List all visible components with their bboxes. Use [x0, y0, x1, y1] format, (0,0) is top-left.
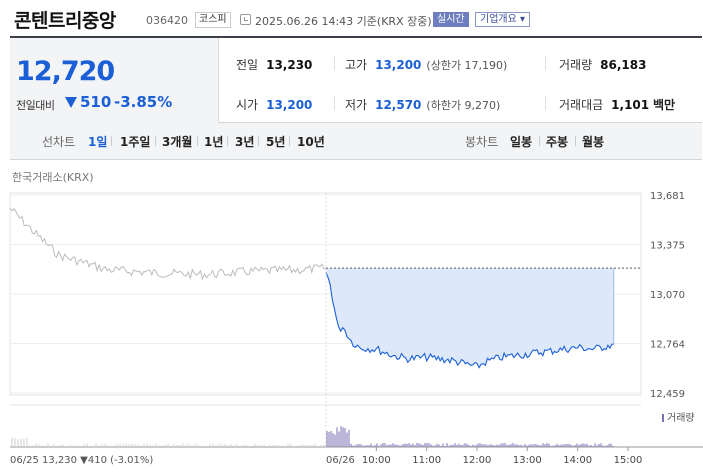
stat-value: 13,200 [375, 58, 422, 72]
tab-monthly[interactable]: 월봉 [582, 135, 605, 149]
tab-5y[interactable]: 5년 [266, 135, 286, 149]
stat-volume: 거래량 86,183 [559, 56, 646, 73]
y-tick-label: 12,459 [650, 389, 685, 400]
stat-high: 고가 13,200 (상한가 17,190) [345, 56, 507, 73]
realtime-button[interactable]: 실시간 [433, 12, 469, 27]
stat-open: 시가 13,200 [236, 96, 312, 113]
stock-name: 콘텐트리중앙 [14, 10, 116, 32]
divider [545, 96, 546, 110]
clock-icon [240, 14, 251, 25]
y-tick-label: 12,764 [650, 340, 685, 351]
stat-value: 86,183 [600, 58, 647, 72]
stat-label: 저가 [345, 98, 368, 112]
divider [334, 56, 335, 70]
y-tick-label: 13,681 [650, 191, 685, 202]
area-fill [326, 268, 614, 368]
stat-amount: 거래대금 1,101 백만 [559, 96, 675, 113]
company-info-dropdown[interactable]: 기업개요 ▾ [475, 12, 530, 27]
chart-grid [9, 192, 642, 396]
stat-label: 시가 [236, 98, 259, 112]
x-axis-ticks: 06/25 13,230 ▼410 (-3.01%) 06/26 10:00 11:0… [10, 193, 642, 466]
stat-value: 1,101 [611, 98, 650, 112]
volume-legend: 거래량 [662, 409, 695, 424]
tab-3y[interactable]: 3년 [235, 135, 255, 149]
prev-day-series [9, 207, 327, 281]
volume-swatch [662, 414, 664, 422]
tab-1w[interactable]: 1주일 [120, 135, 151, 149]
volume-bars [10, 404, 703, 448]
chart-source: 한국거래소(KRX) [12, 171, 94, 184]
stat-label: 고가 [345, 58, 368, 72]
x-tick-label: 14:00 [563, 455, 592, 466]
x-tick-label: 12:00 [463, 455, 492, 466]
y-axis-ticks: 13,681 13,375 13,070 12,764 12,459 [650, 191, 685, 400]
change-label: 전일대비 [16, 99, 55, 112]
x-tick-label: 13:00 [513, 455, 542, 466]
stock-header: 콘텐트리중앙 036420 코스피 2025.06.26 14:43 기준(KR… [0, 0, 703, 36]
current-price: 12,720 [16, 56, 115, 87]
prev-day-label: 06/25 13,230 ▼410 (-3.01%) [10, 455, 153, 466]
tab-separator [197, 136, 198, 146]
current-price-box: 12,720 전일대비 510 -3.85% [10, 38, 219, 123]
divider [545, 56, 546, 70]
tab-separator [227, 136, 228, 146]
x-tick-label: 11:00 [412, 455, 441, 466]
tab-separator [111, 136, 112, 146]
tab-1y[interactable]: 1년 [204, 135, 224, 149]
stat-label: 거래대금 [559, 98, 604, 112]
x-tick-label: 10:00 [362, 455, 391, 466]
plot-frame [9, 192, 642, 396]
tab-separator [289, 136, 290, 146]
stat-prev-close: 전일 13,230 [236, 56, 312, 73]
stock-code: 036420 [146, 14, 188, 27]
stat-value: 12,570 [375, 98, 422, 112]
stat-label: 전일 [236, 58, 259, 72]
price-summary: 12,720 전일대비 510 -3.85% 전일 13,230 고가 13,200… [10, 36, 702, 123]
stat-unit: 백만 [652, 98, 676, 112]
down-triangle-icon [65, 97, 77, 108]
tab-separator [575, 136, 576, 146]
y-tick-label: 13,070 [650, 290, 685, 301]
today-series [325, 272, 614, 369]
line-chart-label: 선차트 [42, 135, 76, 149]
stat-value: 13,230 [266, 58, 313, 72]
x-tick-label: 15:00 [614, 455, 643, 466]
change-value: 510 [80, 93, 112, 111]
tab-daily[interactable]: 일봉 [510, 135, 533, 149]
upper-limit: (상한가 17,190) [426, 59, 508, 72]
change-rate: -3.85% [114, 93, 173, 111]
tab-separator [539, 136, 540, 146]
timestamp: 2025.06.26 14:43 기준(KRX 장중) [255, 15, 432, 28]
tab-separator [258, 136, 259, 146]
tab-3m[interactable]: 3개월 [162, 135, 193, 149]
series-line-today [325, 272, 614, 369]
y-tick-label: 13,375 [650, 241, 685, 252]
chart-period-tabs: 선차트 1일 1주일 3개월 1년 3년 5년 10년 봉차트 일봉 주봉 월봉 [10, 123, 702, 160]
stat-low: 저가 12,570 (하한가 9,270) [345, 96, 500, 113]
divider [334, 96, 335, 110]
day-label: 06/26 [326, 455, 355, 466]
today-area [326, 268, 615, 368]
tab-separator [155, 136, 156, 146]
tab-weekly[interactable]: 주봉 [546, 135, 569, 149]
tab-10y[interactable]: 10년 [297, 135, 325, 149]
tab-1d[interactable]: 1일 [88, 135, 108, 149]
series-line-prev [9, 207, 327, 281]
stat-label: 거래량 [559, 58, 593, 72]
stat-value: 13,200 [266, 98, 313, 112]
candle-chart-label: 봉차트 [465, 135, 499, 149]
volume-legend-label: 거래량 [667, 413, 695, 424]
lower-limit: (하한가 9,270) [426, 99, 501, 112]
market-badge: 코스피 [195, 12, 231, 28]
